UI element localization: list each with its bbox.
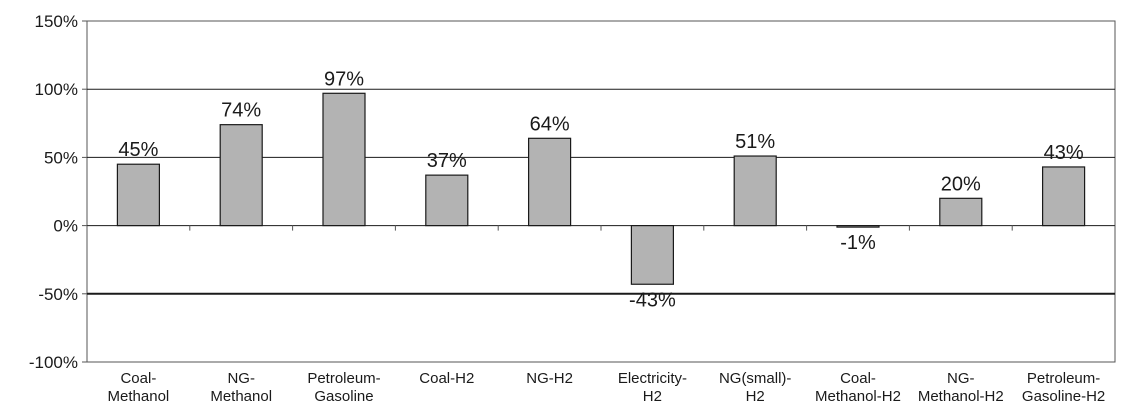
data-label: 97% xyxy=(324,68,364,90)
bar xyxy=(527,137,572,227)
data-label: 64% xyxy=(530,113,570,135)
bar xyxy=(425,174,469,227)
bar xyxy=(939,197,983,227)
y-tick-label: 50% xyxy=(44,148,78,167)
data-label: 43% xyxy=(1044,142,1084,164)
data-label: 45% xyxy=(118,139,158,161)
x-tick-label: Methanol xyxy=(210,388,272,405)
bar xyxy=(1041,166,1086,227)
y-tick-label: -50% xyxy=(38,285,78,304)
data-label: 37% xyxy=(427,150,467,172)
x-tick-label: Methanol xyxy=(108,388,170,405)
bar xyxy=(733,155,777,227)
data-label: -1% xyxy=(840,232,876,254)
x-tick-label: H2 xyxy=(746,388,765,405)
plot-frame xyxy=(86,20,1116,363)
x-tick-label: Coal-H2 xyxy=(419,370,474,387)
y-tick-label: 0% xyxy=(53,217,78,236)
y-tick-label: -100% xyxy=(29,353,78,372)
y-tick-label: 150% xyxy=(35,12,78,31)
x-tick-label: NG-H2 xyxy=(526,370,573,387)
x-tick-label: NG- xyxy=(227,370,255,387)
x-tick-label: H2 xyxy=(643,388,662,405)
bar xyxy=(219,124,263,227)
data-label: 20% xyxy=(941,173,981,195)
bar xyxy=(322,92,366,227)
x-tick-label: Coal- xyxy=(840,370,876,387)
x-tick-label: Petroleum- xyxy=(1027,370,1100,387)
bar xyxy=(116,163,161,227)
x-tick-label: Gasoline xyxy=(314,388,373,405)
data-label: -43% xyxy=(629,289,676,311)
x-tick-label: NG- xyxy=(947,370,975,387)
bar xyxy=(836,225,880,228)
data-label: 51% xyxy=(735,131,775,153)
x-tick-label: Electricity- xyxy=(618,370,687,387)
bar xyxy=(630,225,675,285)
data-label: 74% xyxy=(221,100,261,122)
x-tick-label: Gasoline-H2 xyxy=(1022,388,1105,405)
x-tick-label: Coal- xyxy=(120,370,156,387)
x-tick-label: Petroleum- xyxy=(307,370,380,387)
x-tick-label: Methanol-H2 xyxy=(815,388,901,405)
x-tick-label: NG(small)- xyxy=(719,370,792,387)
y-tick-label: 100% xyxy=(35,80,78,99)
x-tick-label: Methanol-H2 xyxy=(918,388,1004,405)
